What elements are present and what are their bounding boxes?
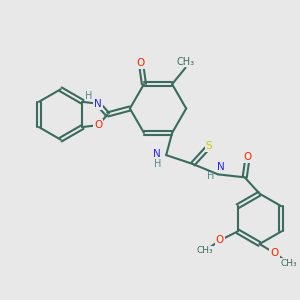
Text: O: O	[137, 58, 145, 68]
Text: H: H	[85, 91, 93, 101]
Text: H: H	[154, 159, 161, 169]
Text: N: N	[217, 162, 225, 172]
Text: H: H	[207, 171, 214, 181]
Text: O: O	[270, 248, 278, 258]
Text: CH₃: CH₃	[281, 259, 298, 268]
Text: O: O	[94, 120, 102, 130]
Text: N: N	[94, 99, 102, 109]
Text: S: S	[206, 141, 212, 151]
Text: N: N	[153, 148, 161, 159]
Text: CH₃: CH₃	[197, 246, 213, 255]
Text: O: O	[216, 235, 224, 245]
Text: O: O	[244, 152, 252, 162]
Text: CH₃: CH₃	[176, 57, 194, 67]
